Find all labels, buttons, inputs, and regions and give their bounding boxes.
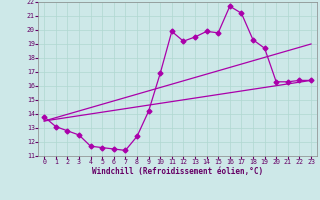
X-axis label: Windchill (Refroidissement éolien,°C): Windchill (Refroidissement éolien,°C) <box>92 167 263 176</box>
